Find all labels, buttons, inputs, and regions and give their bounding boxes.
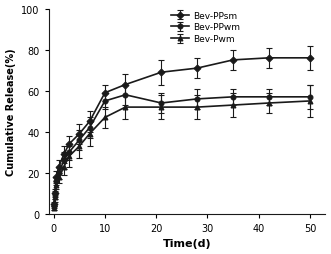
X-axis label: Time(d): Time(d) [163, 239, 211, 248]
Y-axis label: Cumulative Release(%): Cumulative Release(%) [6, 48, 16, 175]
Legend: Bev-PPsm, Bev-PPwm, Bev-Pwm: Bev-PPsm, Bev-PPwm, Bev-Pwm [169, 10, 242, 46]
